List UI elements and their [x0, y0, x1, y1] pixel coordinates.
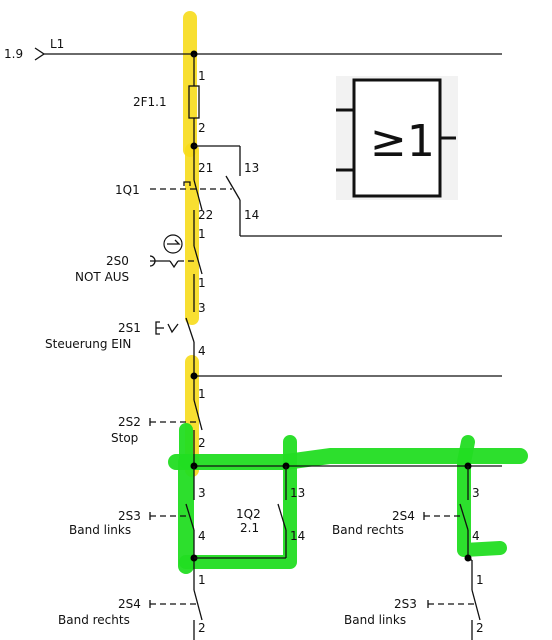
switch-2s3-bottom-label: 2S3 [394, 597, 417, 611]
switch-1q1-pin-14: 14 [244, 208, 259, 222]
fuse-pin-top: 1 [198, 69, 206, 83]
switch-2s2: 2S2 Stop 1 2 [111, 387, 206, 450]
switch-2s4-bottom-pin-2: 2 [198, 621, 206, 635]
line-l1: 1.9 L1 [4, 37, 502, 61]
line-ref-label: 1.9 [4, 47, 23, 61]
switch-2s3-pin-4: 4 [198, 529, 206, 543]
estop-label: 2S0 [106, 254, 129, 268]
switch-1q1-label: 1Q1 [115, 183, 140, 197]
switch-1q1-pin-13: 13 [244, 161, 259, 175]
switch-2s1-pin-4: 4 [198, 344, 206, 358]
switch-2s4-right: 2S4 Band rechts 3 4 [332, 466, 480, 590]
switch-1q1: 1Q1 21 22 13 14 [115, 145, 502, 237]
switch-2s3-bottom-desc: Band links [344, 613, 406, 627]
switch-2s4-bottom-pin-1: 1 [198, 573, 206, 587]
switch-2s1-label: 2S1 [118, 321, 141, 335]
switch-2s2-pin-2: 2 [198, 436, 206, 450]
or-gate-text: ≥1 [370, 116, 435, 167]
switch-1q1-pin-21: 21 [198, 161, 213, 175]
switch-2s2-desc: Stop [111, 431, 138, 445]
switch-2s4-label: 2S4 [392, 509, 415, 523]
switch-1q1-pin-22: 22 [198, 208, 213, 222]
switch-2s3-desc: Band links [69, 523, 131, 537]
switch-2s3-bottom-pin-2: 2 [476, 621, 484, 635]
fuse-pin-bottom: 2 [198, 121, 206, 135]
contact-1q2-label: 1Q2 [236, 507, 261, 521]
switch-2s1: 2S1 Steuerung EIN 4 [45, 317, 206, 362]
switch-2s1-desc: Steuerung EIN [45, 337, 131, 351]
rail-376 [190, 372, 502, 380]
contact-1q2-pin-13: 13 [290, 486, 305, 500]
green-highlight-path [168, 423, 528, 574]
switch-2s3-pin-3: 3 [198, 486, 206, 500]
switch-2s4-bottom-left: 2S4 Band rechts 1 2 [58, 573, 206, 640]
switch-2s3-bottom-pin-1: 1 [476, 573, 484, 587]
switch-2s2-pin-1: 1 [198, 387, 206, 401]
contact-1q2: 1Q2 2.1 13 14 [194, 466, 305, 559]
contact-1q2-pin-14: 14 [290, 529, 305, 543]
estop-2s0: 2S0 NOT AUS 1 1 3 [75, 227, 206, 315]
line-name-label: L1 [50, 37, 64, 51]
switch-2s3-label: 2S3 [118, 509, 141, 523]
contact-1q2-ref: 2.1 [240, 521, 259, 535]
estop-pin-mid: 1 [198, 276, 206, 290]
switch-2s2-label: 2S2 [118, 415, 141, 429]
switch-2s4-bottom-label: 2S4 [118, 597, 141, 611]
switch-2s3-bottom-right: 2S3 Band links 1 2 [344, 573, 484, 640]
switch-2s4-pin-3: 3 [472, 486, 480, 500]
estop-pin-top: 1 [198, 227, 206, 241]
fuse-label: 2F1.1 [133, 95, 167, 109]
estop-desc: NOT AUS [75, 270, 129, 284]
switch-2s4-pin-4: 4 [472, 529, 480, 543]
estop-pin-bottom: 3 [198, 301, 206, 315]
or-gate-symbol: ≥1 [336, 76, 458, 200]
fuse-2f1-1: 2F1.1 1 2 [133, 69, 206, 150]
switch-2s4-bottom-desc: Band rechts [58, 613, 130, 627]
switch-2s4-desc: Band rechts [332, 523, 404, 537]
